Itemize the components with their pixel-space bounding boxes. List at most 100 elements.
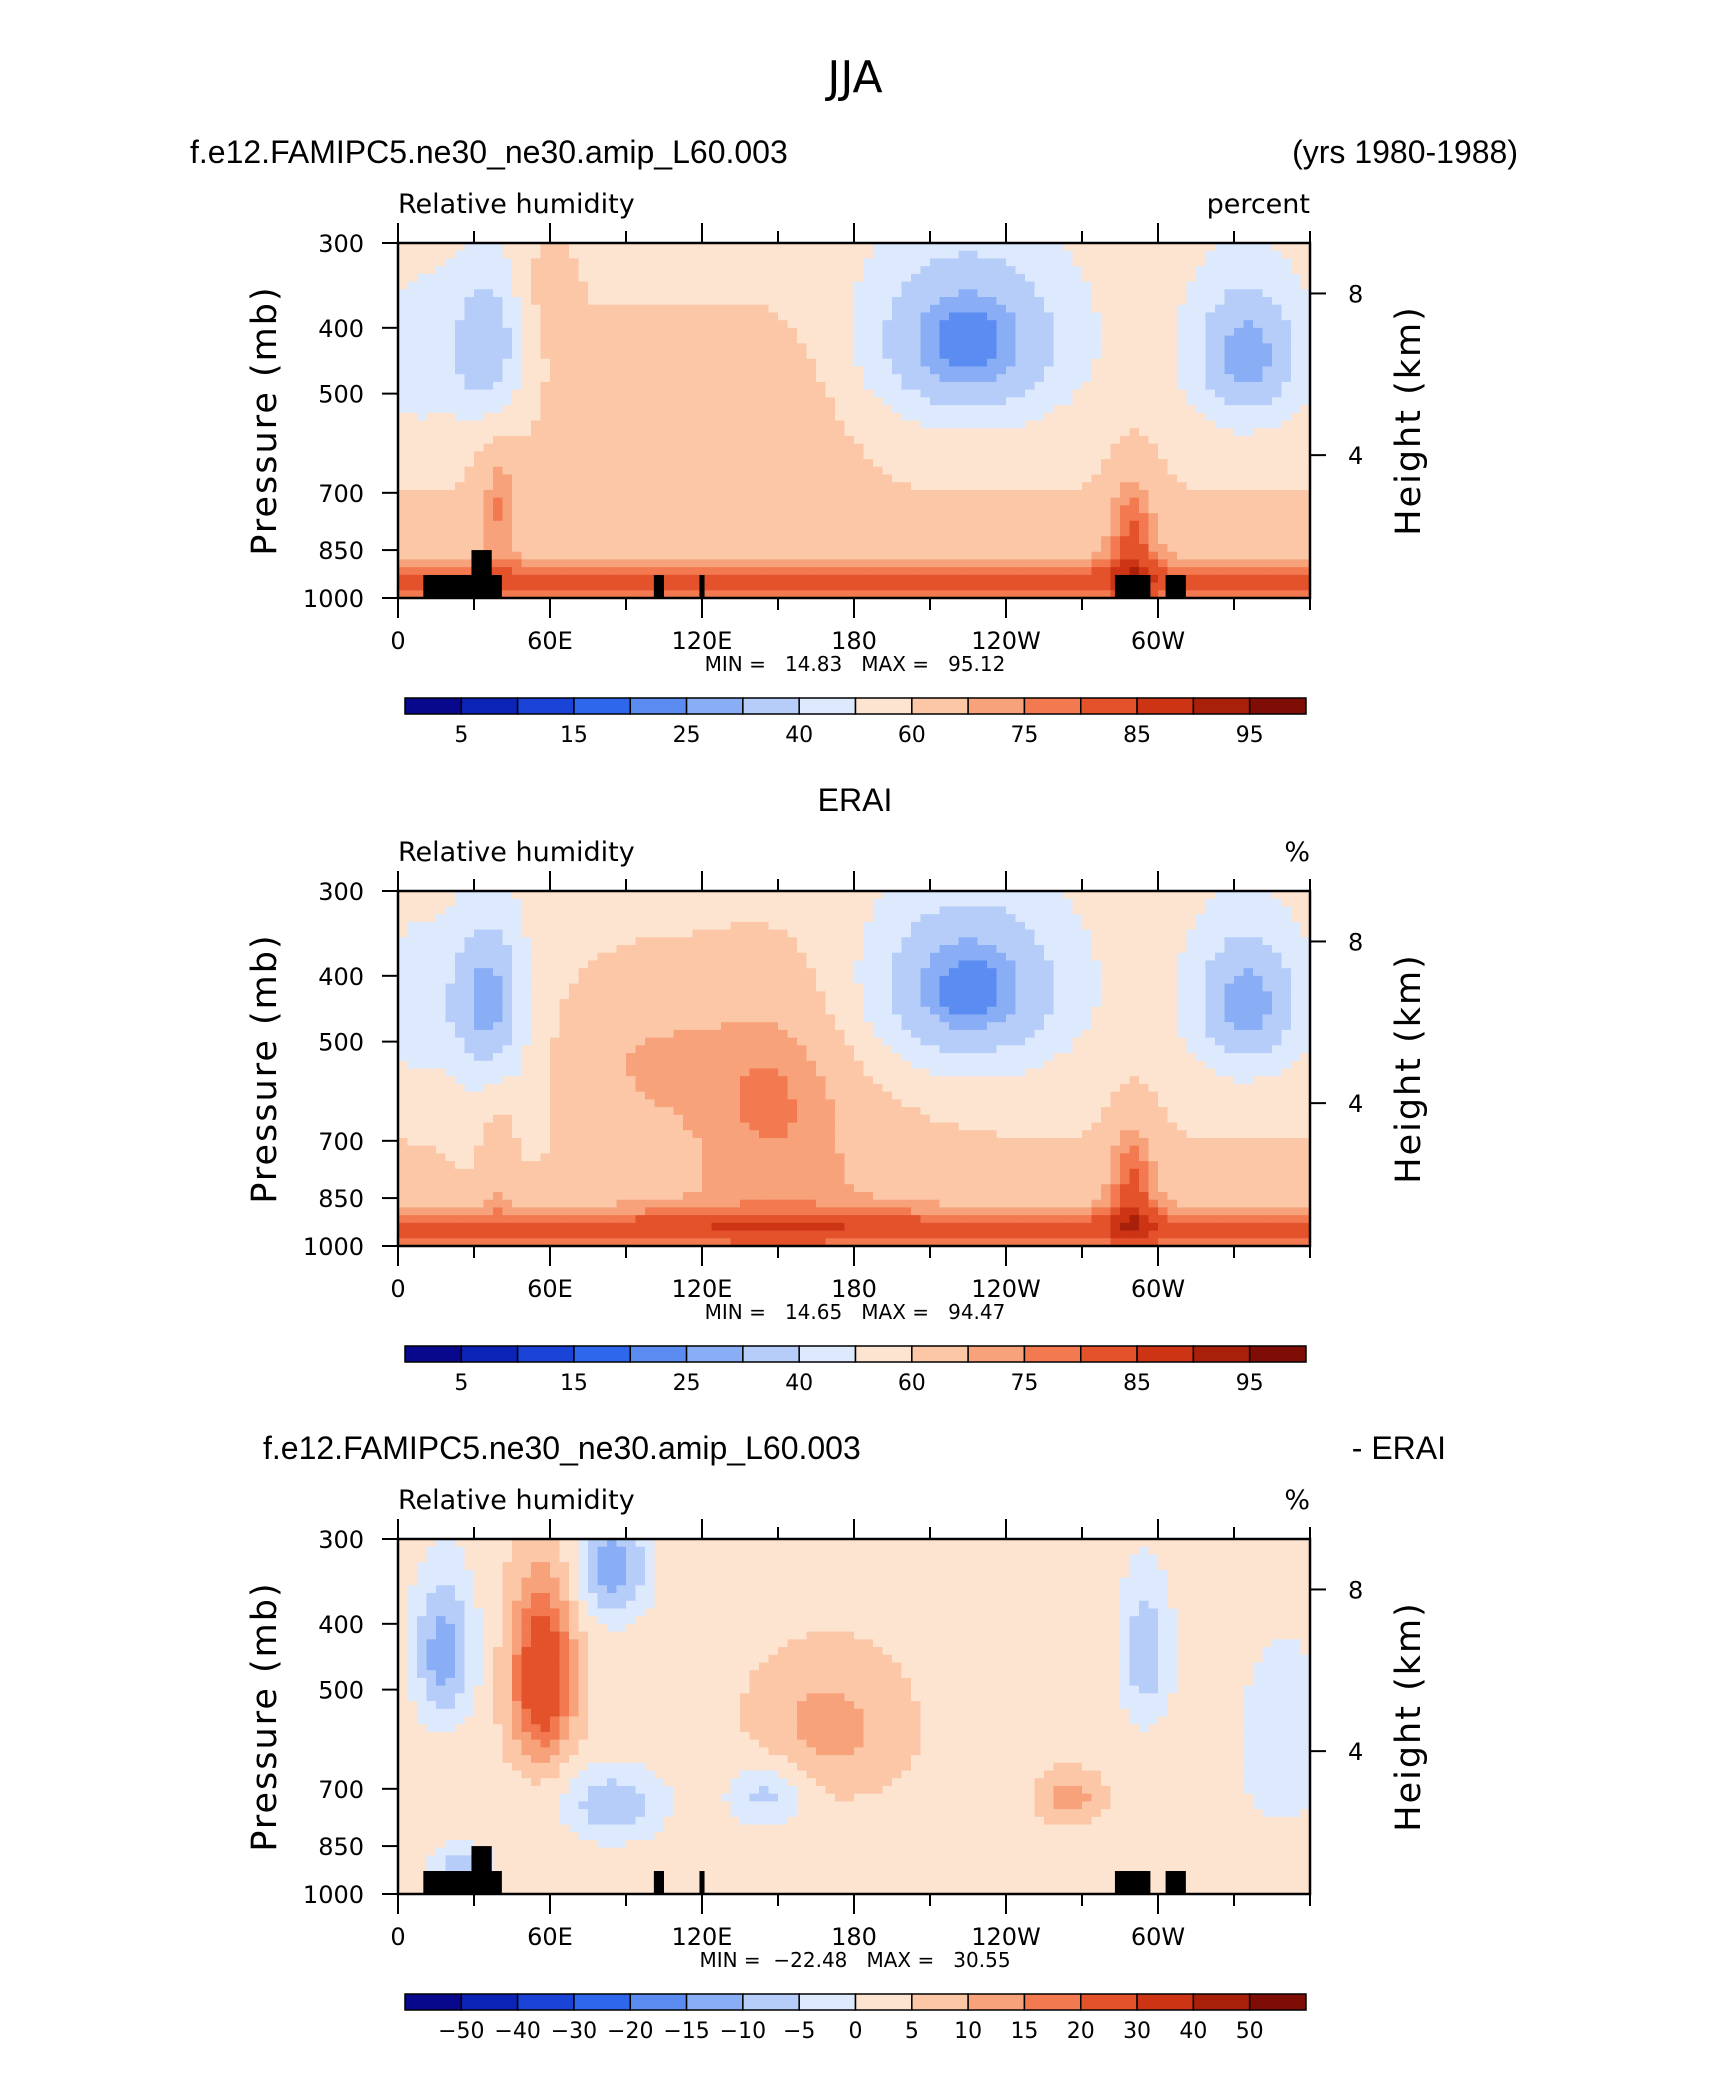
contour-cell — [1243, 428, 1254, 437]
contour-cell — [1196, 374, 1207, 383]
contour-cell — [1006, 428, 1017, 437]
contour-cell — [1120, 921, 1131, 931]
contour-cell — [616, 335, 627, 344]
contour-cell — [977, 520, 988, 530]
contour-cell — [1291, 250, 1302, 260]
contour-cell — [863, 474, 874, 483]
contour-cell — [635, 258, 646, 267]
contour-cell — [1291, 312, 1302, 321]
contour-cell — [806, 351, 817, 360]
contour-cell — [711, 435, 722, 445]
contour-cell — [512, 574, 523, 584]
contour-cell — [1243, 358, 1254, 368]
contour-cell — [645, 243, 656, 252]
contour-cell — [901, 551, 912, 561]
contour-cell — [1291, 397, 1302, 406]
contour-cell — [1186, 312, 1197, 321]
contour-cell — [1044, 250, 1055, 260]
contour-cell — [787, 297, 798, 306]
contour-cell — [1110, 451, 1121, 460]
contour-cell — [911, 443, 922, 452]
contour-cell — [607, 497, 618, 506]
contour-cell — [835, 505, 846, 514]
contour-cell — [939, 567, 950, 576]
contour-cell — [749, 297, 760, 306]
contour-cell — [1167, 351, 1178, 360]
contour-cell — [407, 520, 418, 530]
contour-cell — [683, 389, 694, 398]
contour-cell — [930, 250, 941, 260]
contour-cell — [1034, 412, 1045, 422]
contour-cell — [816, 381, 827, 391]
contour-cell — [407, 304, 418, 314]
contour-cell — [1053, 304, 1064, 314]
contour-cell — [483, 343, 494, 352]
contour-cell — [578, 921, 589, 931]
contour-cell — [1034, 914, 1045, 923]
contour-cell — [407, 343, 418, 352]
contour-cell — [1300, 304, 1311, 314]
contour-cell — [1300, 420, 1311, 429]
contour-cell — [1015, 327, 1026, 337]
contour-cell — [778, 513, 789, 522]
contour-cell — [1120, 497, 1131, 506]
contour-cell — [854, 297, 865, 306]
contour-cell — [759, 420, 770, 429]
contour-cell — [863, 513, 874, 522]
contour-cell — [702, 482, 713, 491]
contour-cell — [550, 505, 561, 514]
contour-cell — [531, 536, 542, 545]
contour-cell — [1281, 281, 1292, 290]
contour-cell — [1053, 428, 1064, 437]
contour-cell — [1177, 451, 1188, 460]
contour-cell — [939, 906, 950, 915]
contour-cell — [930, 412, 941, 422]
contour-cell — [787, 381, 798, 391]
contour-cell — [626, 451, 637, 460]
contour-cell — [835, 474, 846, 483]
contour-cell — [882, 551, 893, 561]
contour-cell — [702, 528, 713, 537]
contour-cell — [1063, 327, 1074, 337]
contour-cell — [673, 474, 684, 483]
contour-cell — [711, 567, 722, 576]
contour-cell — [1129, 397, 1140, 406]
contour-cell — [1063, 343, 1074, 352]
contour-cell — [569, 289, 580, 298]
contour-cell — [787, 528, 798, 537]
contour-cell — [1186, 304, 1197, 314]
contour-cell — [996, 543, 1007, 553]
contour-cell — [1082, 459, 1093, 468]
contour-cell — [1253, 273, 1264, 283]
contour-cell — [597, 389, 608, 398]
contour-cell — [664, 451, 675, 460]
contour-cell — [939, 389, 950, 398]
contour-cell — [1034, 482, 1045, 491]
contour-cell — [493, 312, 504, 321]
contour-cell — [1262, 914, 1273, 923]
contour-cell — [901, 891, 912, 900]
contour-cell — [1006, 266, 1017, 275]
contour-cell — [1281, 366, 1292, 375]
contour-cell — [1120, 543, 1131, 553]
contour-cell — [1025, 497, 1036, 506]
contour-cell — [1148, 590, 1159, 599]
contour-cell — [920, 451, 931, 460]
contour-cell — [749, 451, 760, 460]
contour-cell — [901, 258, 912, 267]
contour-cell — [977, 250, 988, 260]
contour-cell — [550, 297, 561, 306]
contour-cell — [797, 304, 808, 314]
contour-cell — [531, 428, 542, 437]
contour-cell — [1224, 327, 1235, 337]
contour-cell — [445, 466, 456, 476]
contour-cell — [1272, 250, 1283, 260]
contour-cell — [1072, 243, 1083, 252]
contour-cell — [749, 567, 760, 576]
contour-cell — [721, 389, 732, 398]
contour-cell — [635, 358, 646, 368]
contour-cell — [1006, 574, 1017, 584]
contour-cell — [1053, 513, 1064, 522]
contour-cell — [1243, 443, 1254, 452]
contour-cell — [474, 327, 485, 337]
